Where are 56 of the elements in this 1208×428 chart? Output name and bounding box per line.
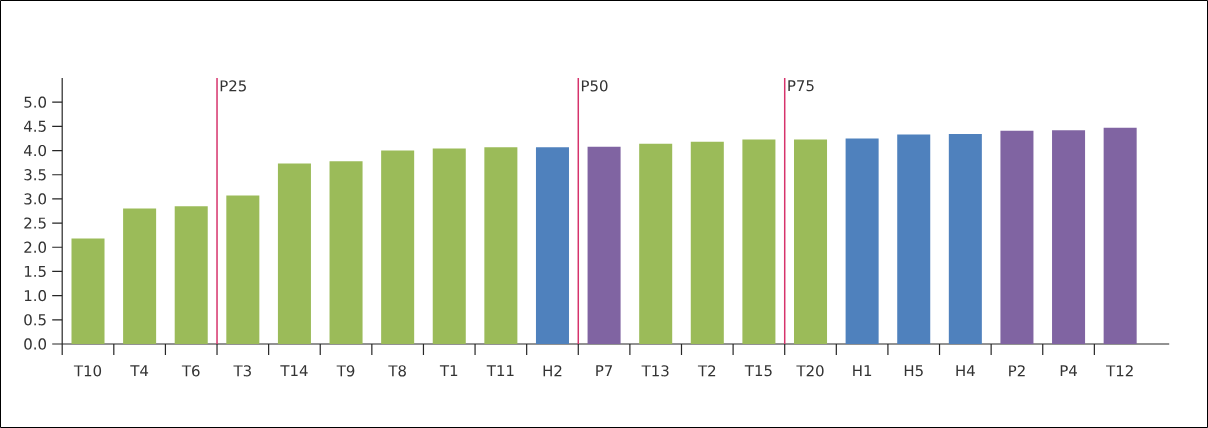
x-tick-label: P2 <box>1009 365 1025 377</box>
x-tick-label: T2 <box>697 365 716 377</box>
x-tick-label: P4 <box>1060 365 1077 377</box>
bar <box>1052 130 1086 344</box>
y-tick-label: 3.5 <box>24 169 46 181</box>
bar <box>535 147 569 344</box>
x-tick-label: T8 <box>388 365 406 377</box>
x-tick-label: T3 <box>233 365 251 377</box>
y-tick-label: 0.5 <box>24 314 46 326</box>
bar <box>174 206 208 344</box>
x-tick-label: T11 <box>486 365 514 377</box>
x-tick-label: P7 <box>596 365 613 377</box>
annotation: P25 <box>220 80 246 92</box>
y-tick-label: 4.0 <box>23 144 47 157</box>
bar <box>742 139 776 344</box>
bar <box>71 238 105 344</box>
y-tick-label: 2.0 <box>24 241 47 253</box>
x-tick-label: H1 <box>853 365 872 377</box>
bar <box>1000 130 1034 344</box>
bar <box>432 148 466 344</box>
bar <box>897 134 931 344</box>
bar <box>639 143 673 344</box>
x-tick-label: T14 <box>280 365 308 377</box>
bar <box>277 163 311 344</box>
annotation: P50 <box>581 80 608 92</box>
bar <box>484 147 518 344</box>
bar <box>587 146 621 344</box>
x-tick-label: T15 <box>744 365 772 377</box>
y-tick-label: 4.5 <box>23 120 46 132</box>
bar <box>794 139 828 344</box>
y-tick-label: 3.0 <box>24 193 47 205</box>
bar <box>690 141 724 344</box>
x-tick-label: T9 <box>336 365 355 377</box>
y-tick-label: 5.0 <box>24 96 47 108</box>
bar <box>1103 127 1137 344</box>
y-tick-label: 2.5 <box>24 217 46 229</box>
bar <box>948 134 982 344</box>
x-tick-label: T6 <box>181 365 200 377</box>
bar <box>381 150 415 344</box>
bar <box>226 195 260 344</box>
x-tick-label: T4 <box>130 365 149 377</box>
x-tick-label: T10 <box>73 365 102 377</box>
x-tick-label: H2 <box>543 365 562 377</box>
x-tick-label: T1 <box>439 365 458 377</box>
bar <box>329 161 363 344</box>
x-tick-label: H5 <box>904 365 923 377</box>
x-tick-label: T20 <box>796 365 824 377</box>
annotation: P75 <box>788 80 814 92</box>
y-tick-label: 0.0 <box>24 338 47 350</box>
y-tick-label: 1.5 <box>24 265 46 278</box>
y-tick-label: 1.0 <box>24 289 47 302</box>
x-tick-label: H4 <box>956 365 975 377</box>
x-tick-label: T13 <box>641 365 669 377</box>
bar <box>123 208 157 344</box>
bar <box>845 138 879 344</box>
x-tick-label: T12 <box>1106 365 1133 377</box>
